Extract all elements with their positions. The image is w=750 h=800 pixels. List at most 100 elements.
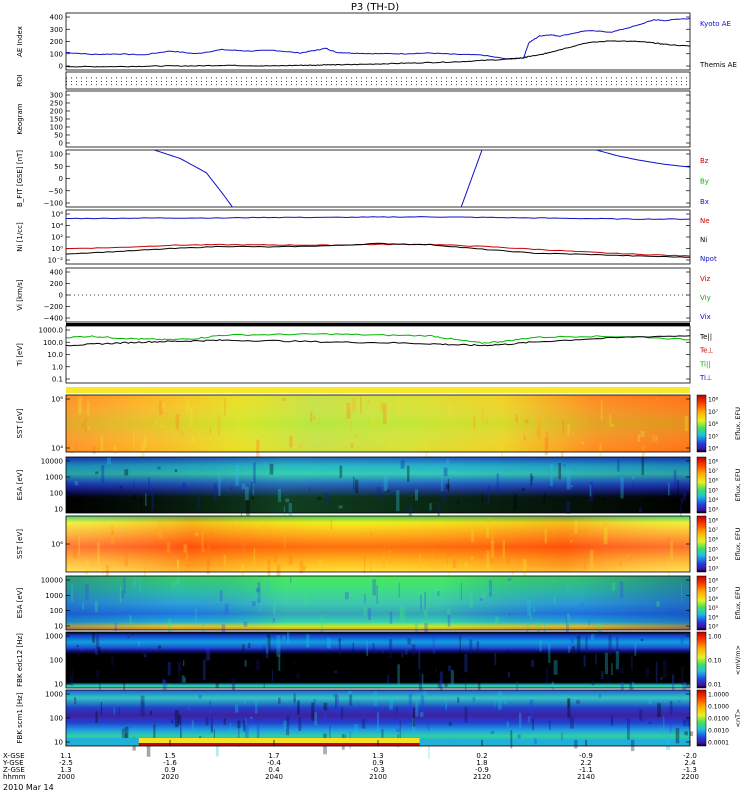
spectrogram-texture <box>677 480 679 497</box>
spectrogram-texture <box>124 548 128 567</box>
spectrogram-texture <box>231 677 236 692</box>
spectrogram-texture <box>505 709 508 721</box>
y-axis-label: Vi [km/s] <box>16 279 24 310</box>
spectrogram-texture <box>627 718 630 740</box>
y-tick-label: 100 <box>50 715 63 723</box>
spectrogram-texture <box>576 635 581 655</box>
spectrogram-texture <box>113 445 117 454</box>
spectrogram-texture <box>404 649 408 655</box>
spectrogram-texture <box>476 648 478 652</box>
spectrogram-texture <box>174 469 178 473</box>
y-tick-label: 10000 <box>41 577 63 585</box>
spectrogram-texture <box>224 677 228 684</box>
spectrogram-texture <box>177 559 179 572</box>
spectrogram-texture <box>589 413 591 427</box>
y-tick-label: 400 <box>50 269 63 277</box>
x-axis-value: 1.3 <box>60 766 71 774</box>
spectrogram-texture <box>198 694 202 699</box>
y-tick-label: 1000 <box>45 633 63 641</box>
colorbar <box>696 515 707 573</box>
spectrogram-texture <box>446 459 449 464</box>
spectrogram-texture <box>461 462 463 479</box>
spectrogram-texture <box>175 414 180 430</box>
spectrogram-texture <box>558 463 562 480</box>
spectrogram-texture <box>234 704 239 713</box>
legend-entry: Themis AE <box>699 61 737 69</box>
colorbar-tick-label: 0.0010 <box>708 728 729 735</box>
spectrogram-texture <box>100 701 103 715</box>
x-axis-row-label: Z-GSE <box>3 766 25 774</box>
spectrogram-texture <box>377 712 379 732</box>
spectrogram-texture <box>569 716 574 729</box>
colorbar-tick-label: 10³ <box>708 507 719 514</box>
y-tick-label: 100 <box>50 607 63 615</box>
legend-entry: Npot <box>700 255 717 263</box>
spectrogram-texture <box>251 601 256 606</box>
spectrogram-texture <box>447 404 451 419</box>
series-line-bx <box>154 149 233 208</box>
spectrogram-texture <box>101 465 105 484</box>
spectrogram-texture <box>243 653 248 668</box>
spectrogram-texture <box>508 613 511 617</box>
spectrogram-texture <box>352 642 355 654</box>
spectrogram-texture <box>561 732 563 741</box>
spectrogram-texture <box>589 481 593 502</box>
spectrogram-texture <box>436 579 438 590</box>
spectrogram-texture <box>165 411 168 419</box>
y-axis-label: SST [eV] <box>16 529 24 559</box>
colorbar <box>696 631 707 689</box>
spectrogram-texture <box>507 578 512 581</box>
spectrogram-texture <box>444 667 448 688</box>
spectrogram-texture <box>619 560 622 566</box>
spectrogram-texture <box>581 603 584 607</box>
y-tick-label: 0 <box>59 63 63 71</box>
spectrogram-texture <box>124 733 128 739</box>
spectrogram-texture <box>350 420 352 429</box>
legend-entry: Bx <box>700 198 709 206</box>
spectrogram-texture <box>588 395 590 404</box>
colorbar-tick-label: 10⁸ <box>708 578 719 585</box>
spectrogram-texture <box>546 408 550 411</box>
spectrogram-texture <box>267 558 271 577</box>
spectrogram-texture <box>299 560 304 574</box>
spectrogram-texture <box>339 465 343 478</box>
spectrogram-texture <box>111 656 114 666</box>
spectrogram-texture <box>139 577 142 593</box>
spectrogram-texture <box>570 485 573 488</box>
spectrogram-texture <box>529 699 534 720</box>
spectrogram-texture <box>161 401 165 409</box>
spectrogram-texture <box>121 590 124 599</box>
spectrogram-texture <box>680 666 684 685</box>
spectrogram-texture <box>543 493 546 504</box>
spectrogram-texture <box>349 694 353 706</box>
spectrogram-texture <box>397 395 402 416</box>
spectrogram-texture <box>209 427 211 435</box>
spectrogram-texture <box>457 697 460 703</box>
spectrogram-texture <box>282 635 286 641</box>
spectrogram-texture <box>570 638 574 644</box>
spectrogram-texture <box>317 523 320 526</box>
spectrogram-texture <box>566 501 571 514</box>
spectrogram-texture <box>457 500 459 505</box>
spectrogram-texture <box>680 497 684 504</box>
spectrogram-texture <box>396 490 400 512</box>
spectrogram-texture <box>607 675 610 684</box>
spectrogram-texture <box>535 663 538 681</box>
spectrogram-texture <box>266 528 271 534</box>
spectrogram-texture <box>206 646 211 661</box>
x-axis-value: 2100 <box>369 773 387 781</box>
spectrogram-texture <box>408 693 413 716</box>
legend-entry: Ne <box>700 217 710 225</box>
y-tick-label: 300 <box>50 26 63 34</box>
legend-entry: Viy <box>700 294 711 302</box>
spectrogram-texture <box>237 420 241 430</box>
spectrogram-texture <box>288 503 292 520</box>
spectrogram-texture <box>397 664 400 686</box>
spectrogram-texture <box>611 424 615 427</box>
spectrogram-texture <box>655 661 658 683</box>
x-axis-value: 1.5 <box>164 752 175 760</box>
spectrogram-texture <box>424 439 428 460</box>
spectrogram-texture <box>677 700 681 703</box>
spectrogram-texture <box>185 552 188 566</box>
colorbar-tick-label: 0.0100 <box>708 716 729 723</box>
